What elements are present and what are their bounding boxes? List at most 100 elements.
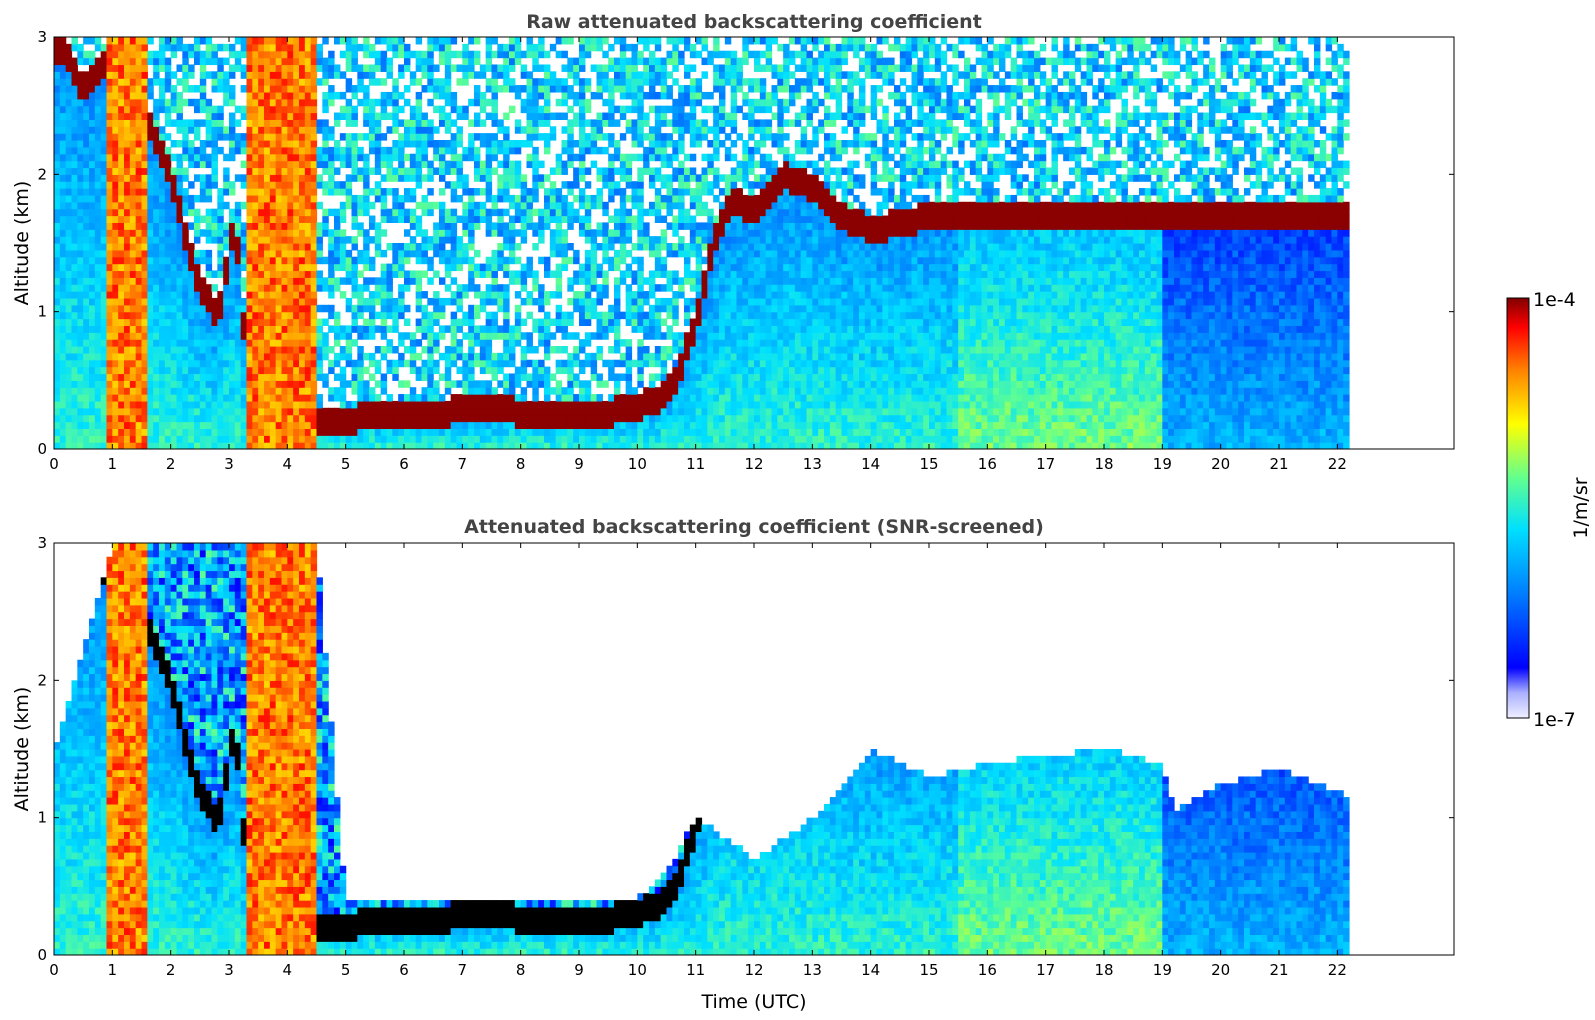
heatmap-cell (322, 160, 329, 169)
heatmap-cell (532, 112, 539, 120)
heatmap-cell (129, 50, 137, 59)
heatmap-cell (293, 229, 300, 237)
heatmap-cell (351, 215, 358, 223)
heatmap-cell (544, 85, 551, 93)
heatmap-cell (65, 284, 73, 292)
heatmap-cell (316, 78, 323, 86)
heatmap-cell (526, 208, 533, 217)
heatmap-cell (339, 243, 347, 251)
heatmap-cell (100, 57, 108, 66)
heatmap-cell (159, 394, 166, 402)
heatmap-cell (252, 414, 259, 423)
heatmap-cell (637, 284, 644, 292)
heatmap-cell (147, 332, 154, 340)
heatmap-cell (141, 373, 148, 381)
heatmap-cell (65, 57, 73, 66)
heatmap-cell (83, 297, 90, 306)
heatmap-cell (153, 160, 160, 169)
heatmap-cell (59, 243, 67, 251)
heatmap-cell (106, 359, 113, 368)
heatmap-cell (415, 325, 423, 333)
heatmap-cell (555, 208, 563, 217)
heatmap-cell (170, 85, 178, 93)
heatmap-cell (637, 201, 644, 210)
heatmap-cell (118, 119, 125, 127)
heatmap-cell (275, 133, 283, 141)
heatmap-cell (170, 174, 178, 182)
heatmap-cell (65, 400, 73, 409)
heatmap-cell (334, 414, 341, 423)
heatmap-cell (456, 346, 463, 354)
heatmap-cell (415, 407, 423, 416)
heatmap-cell (474, 133, 481, 141)
heatmap-cell (526, 442, 533, 449)
heatmap-cell (380, 400, 388, 409)
heatmap-cell (246, 98, 253, 107)
heatmap-cell (205, 153, 213, 162)
heatmap-cell (520, 387, 528, 395)
heatmap-cell (561, 146, 568, 155)
heatmap-cell (590, 263, 598, 272)
heatmap-cell (567, 387, 574, 395)
heatmap-cell (65, 346, 73, 354)
heatmap-cell (199, 249, 207, 258)
heatmap-cell (567, 160, 574, 169)
heatmap-cell (164, 366, 172, 375)
heatmap-cell (217, 146, 224, 155)
heatmap-cell (281, 256, 288, 265)
heatmap-cell (54, 304, 61, 313)
heatmap-cell (246, 208, 253, 217)
heatmap-cell (112, 78, 119, 86)
heatmap-cell (619, 153, 627, 162)
heatmap-cell (199, 414, 207, 423)
heatmap-cell (199, 188, 207, 196)
heatmap-cell (229, 311, 236, 320)
heatmap-cell (328, 407, 335, 416)
heatmap-cell (287, 270, 294, 278)
heatmap-cell (310, 400, 318, 409)
heatmap-cell (584, 194, 592, 203)
heatmap-cell (124, 105, 131, 114)
heatmap-cell (205, 359, 213, 368)
heatmap-cell (281, 85, 288, 93)
heatmap-cell (83, 394, 90, 402)
heatmap-cell (83, 407, 90, 416)
heatmap-cell (229, 91, 236, 100)
heatmap-cell (135, 50, 143, 59)
heatmap-cell (555, 359, 563, 368)
heatmap-cell (112, 435, 119, 443)
heatmap-cell (444, 167, 452, 175)
heatmap-cell (240, 394, 248, 402)
heatmap-cell (579, 387, 586, 395)
heatmap-cell (89, 394, 96, 402)
heatmap-cell (421, 194, 428, 203)
heatmap-cell (643, 208, 650, 217)
heatmap-cell (106, 421, 113, 429)
heatmap-cell (106, 435, 113, 443)
heatmap-cell (602, 435, 609, 443)
heatmap-cell (456, 133, 463, 141)
heatmap-cell (129, 325, 137, 333)
heatmap-cell (643, 332, 650, 340)
heatmap-cell (252, 407, 259, 416)
heatmap-cell (159, 387, 166, 395)
heatmap-cell (129, 311, 137, 320)
heatmap-cell (334, 352, 341, 361)
heatmap-cell (299, 387, 306, 395)
heatmap-cell (54, 201, 61, 210)
heatmap-cell (229, 119, 236, 127)
heatmap-cell (118, 359, 125, 368)
heatmap-cell (275, 119, 283, 127)
heatmap-cell (468, 304, 475, 313)
heatmap-cell (264, 167, 271, 175)
heatmap-cell (573, 297, 580, 306)
heatmap-cell (188, 435, 195, 443)
heatmap-cell (503, 153, 510, 162)
heatmap-cell (444, 366, 452, 375)
heatmap-cell (584, 215, 592, 223)
heatmap-cell (450, 50, 458, 59)
heatmap-cell (514, 50, 522, 59)
heatmap-cell (596, 325, 603, 333)
heatmap-cell (170, 243, 178, 251)
heatmap-cell (129, 194, 137, 203)
